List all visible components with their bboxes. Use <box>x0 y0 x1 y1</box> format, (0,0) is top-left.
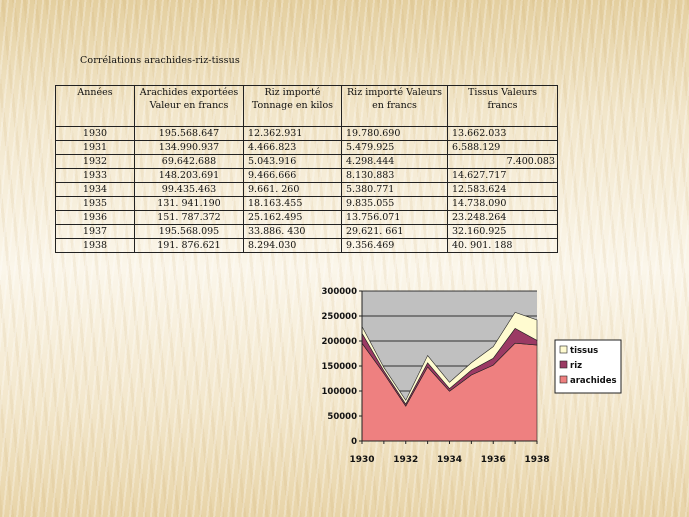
header-tissus: Tissus Valeurs francs <box>447 85 558 127</box>
x-tick-label: 1930 <box>349 455 374 465</box>
header-riz-valeurs: Riz importé Valeurs en francs <box>341 85 448 127</box>
x-tick-label: 1934 <box>437 455 462 465</box>
x-tick-label: 1936 <box>481 455 506 465</box>
table-row: 1931 134.990.937 4.466.823 5.479.925 6.5… <box>55 140 558 155</box>
table-row: 1937 195.568.095 33.886. 430 29.621. 661… <box>55 224 558 239</box>
table-cell: 1938 <box>55 238 135 253</box>
page-title: Corrélations arachides-riz-tissus <box>80 55 240 66</box>
y-tick-label: 150000 <box>322 362 358 372</box>
header-riz-tonnage: Riz importé Tonnage en kilos <box>243 85 342 127</box>
legend-swatch-riz <box>559 360 568 369</box>
table-row: 1938 191. 876.621 8.294.030 9.356.469 40… <box>55 238 558 253</box>
header-years: Années <box>55 85 135 127</box>
y-tick-label: 100000 <box>322 387 358 397</box>
area-series-tissus <box>361 311 538 405</box>
table-row: 1930 195.568.647 12.362.931 19.780.690 1… <box>55 126 558 141</box>
x-tick-label: 1938 <box>524 455 549 465</box>
y-tick-label: 0 <box>351 437 357 447</box>
table-header-row: Années Arachides exportées Valeur en fra… <box>55 85 558 127</box>
table-cell: 40. 901. 188 <box>447 238 558 253</box>
y-tick-label: 250000 <box>322 312 358 322</box>
header-arachides: Arachides exportées Valeur en francs <box>134 85 244 127</box>
table-row: 1934 99.435.463 9.661. 260 5.380.771 12.… <box>55 182 558 197</box>
legend-swatch-tissus <box>559 345 568 354</box>
y-tick-label: 200000 <box>322 337 358 347</box>
y-tick-label: 300000 <box>322 287 358 297</box>
legend-swatch-arachides <box>559 375 568 384</box>
data-table: Années Arachides exportées Valeur en fra… <box>55 85 558 253</box>
legend-label-arachides: arachides <box>570 376 617 386</box>
legend-label-tissus: tissus <box>570 346 598 356</box>
y-tick-label: 50000 <box>327 412 357 422</box>
legend-label-riz: riz <box>570 361 582 371</box>
table-row: 1933 148.203.691 9.466.666 8.130.883 14.… <box>55 168 558 183</box>
x-tick-label: 1932 <box>393 455 418 465</box>
table-row: 1932 69.642.688 5.043.916 4.298.444 7.40… <box>55 154 558 169</box>
